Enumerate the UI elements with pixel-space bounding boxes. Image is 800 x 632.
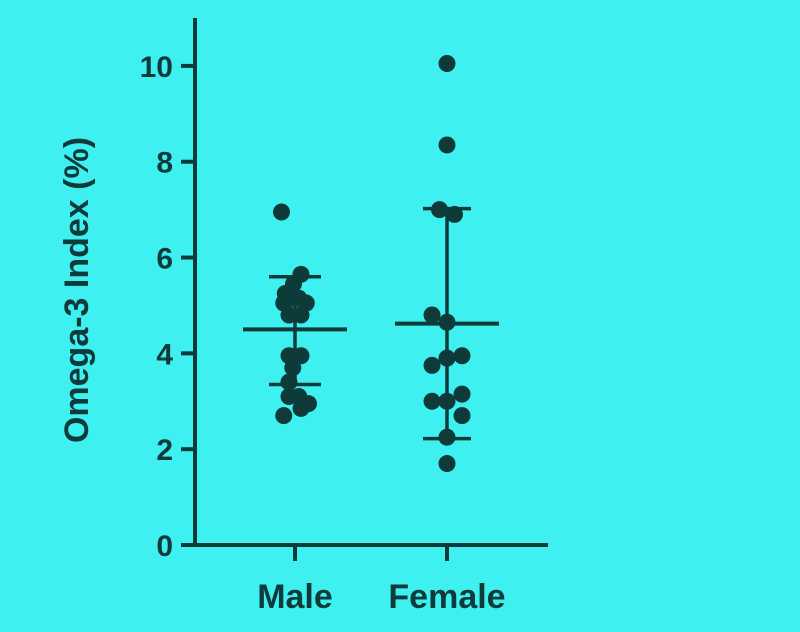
data-point <box>423 356 441 374</box>
data-point <box>453 347 471 365</box>
data-point <box>446 205 463 223</box>
data-point <box>292 347 310 365</box>
y-tick-label: 0 <box>156 530 173 563</box>
data-point <box>453 407 471 425</box>
x-category-label: Female <box>388 578 505 616</box>
data-point <box>438 136 456 154</box>
y-tick-label: 6 <box>156 243 173 276</box>
data-point <box>438 392 456 410</box>
marks <box>243 55 499 473</box>
y-tick-label: 10 <box>140 51 173 84</box>
data-point <box>280 306 298 324</box>
data-point <box>292 265 310 283</box>
data-point <box>284 359 302 377</box>
data-point <box>273 203 290 221</box>
axes: 0 2 4 6 8 10 Male Female <box>140 18 548 616</box>
y-tick-label: 8 <box>156 147 173 180</box>
data-point <box>423 392 441 410</box>
data-point <box>438 455 456 473</box>
y-tick-label: 4 <box>156 338 173 371</box>
data-point <box>292 399 310 417</box>
data-point <box>292 306 310 324</box>
y-tick-label: 2 <box>156 434 173 467</box>
data-point <box>438 55 456 73</box>
data-point <box>431 201 448 219</box>
data-point <box>438 349 456 367</box>
series-female <box>395 55 499 473</box>
data-point <box>275 407 293 425</box>
data-point <box>423 306 441 324</box>
data-point <box>438 428 456 446</box>
data-point <box>280 373 298 391</box>
x-category-label: Male <box>257 578 333 616</box>
data-point <box>453 385 471 403</box>
series-male <box>243 203 347 425</box>
y-axis-title: Omega-3 Index (%) <box>58 137 96 443</box>
